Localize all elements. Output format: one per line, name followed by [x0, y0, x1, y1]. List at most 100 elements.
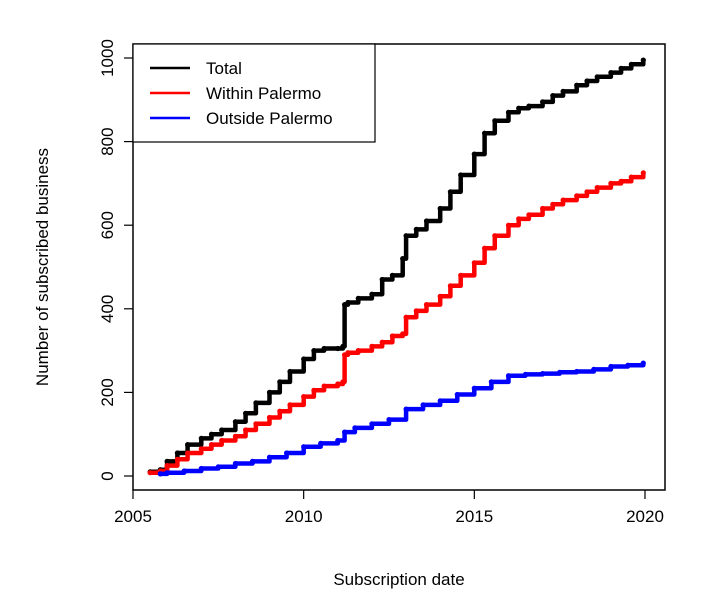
- data-point: [400, 256, 406, 262]
- data-point: [447, 283, 453, 289]
- ticks-layer: 2005 2010 2015 2020 0 200 400 600 800 1000: [98, 39, 664, 526]
- data-point: [198, 465, 204, 472]
- y-axis-title: Number of subscribed business: [33, 148, 52, 386]
- data-point: [174, 456, 180, 462]
- data-point: [345, 350, 351, 356]
- data-point: [618, 65, 624, 71]
- data-point: [181, 468, 187, 474]
- data-point: [560, 197, 566, 203]
- data-point: [420, 402, 426, 408]
- data-point: [287, 368, 293, 375]
- series-line: [147, 170, 646, 475]
- data-point: [301, 394, 307, 400]
- data-point: [232, 460, 238, 467]
- series-within-palermo: [147, 170, 646, 476]
- data-point: [340, 379, 346, 385]
- data-point: [335, 437, 341, 444]
- data-point: [253, 400, 259, 406]
- data-point: [147, 470, 153, 476]
- data-point: [403, 233, 409, 239]
- y-tick-label: 0: [98, 471, 117, 480]
- data-point: [321, 345, 327, 352]
- data-point: [243, 427, 249, 433]
- data-point: [342, 429, 348, 435]
- data-point: [492, 118, 498, 124]
- data-point: [198, 435, 204, 441]
- data-point: [437, 293, 443, 299]
- data-point: [164, 463, 170, 469]
- data-point: [471, 151, 477, 157]
- series-outside-palermo: [157, 360, 646, 477]
- data-point: [594, 185, 600, 191]
- data-point: [157, 471, 163, 477]
- data-point: [345, 299, 351, 306]
- data-point: [516, 216, 522, 222]
- data-point: [164, 470, 170, 476]
- data-point: [198, 446, 204, 452]
- y-tick-label: 800: [98, 127, 117, 155]
- data-point: [185, 442, 191, 448]
- data-point: [389, 333, 395, 339]
- data-point: [266, 414, 273, 421]
- data-point: [550, 201, 556, 207]
- data-point: [311, 387, 317, 393]
- data-point: [526, 103, 532, 109]
- data-point: [574, 82, 580, 88]
- data-point: [625, 362, 631, 368]
- data-point: [574, 368, 580, 375]
- data-point: [266, 454, 273, 460]
- data-point: [584, 78, 590, 84]
- data-point: [471, 385, 477, 391]
- data-point: [557, 369, 563, 375]
- data-point: [185, 450, 191, 456]
- data-point: [389, 272, 395, 278]
- x-tick-label: 2020: [626, 507, 664, 526]
- x-axis-title: Subscription date: [333, 570, 464, 589]
- data-point: [550, 93, 556, 99]
- data-point: [215, 464, 221, 470]
- data-point: [516, 105, 522, 111]
- data-point: [540, 371, 546, 377]
- data-point: [591, 366, 597, 372]
- data-point: [266, 389, 273, 395]
- data-point: [584, 189, 590, 195]
- legend: Total Within Palermo Outside Palermo: [132, 43, 376, 143]
- data-point: [423, 218, 430, 224]
- data-point: [526, 212, 532, 218]
- data-point: [232, 433, 238, 439]
- data-point: [492, 233, 498, 239]
- data-point: [628, 61, 634, 67]
- x-tick-label: 2010: [285, 507, 323, 526]
- data-point: [355, 348, 361, 354]
- data-point: [522, 371, 529, 377]
- y-tick-label: 1000: [98, 39, 117, 77]
- data-point: [423, 302, 430, 308]
- data-point: [454, 391, 460, 398]
- data-point: [488, 379, 494, 385]
- data-point: [386, 417, 392, 423]
- data-point: [540, 205, 546, 212]
- data-point: [164, 458, 170, 464]
- data-point: [403, 314, 409, 320]
- data-point: [318, 440, 324, 446]
- data-point: [253, 421, 259, 427]
- data-point: [560, 88, 566, 94]
- data-point: [540, 99, 546, 105]
- plot-frame: [132, 43, 666, 491]
- data-point: [640, 360, 646, 366]
- data-point: [574, 193, 580, 199]
- data-point: [413, 226, 419, 232]
- data-point: [640, 170, 646, 176]
- data-point: [232, 419, 238, 425]
- data-point: [594, 74, 600, 80]
- data-point: [301, 356, 307, 362]
- x-tick-label: 2015: [455, 507, 493, 526]
- data-point: [458, 172, 464, 178]
- data-point: [482, 245, 488, 251]
- data-point: [335, 345, 341, 352]
- data-point: [608, 70, 614, 76]
- data-point: [379, 339, 385, 345]
- data-point: [608, 363, 614, 370]
- y-tick-label: 200: [98, 378, 117, 406]
- data-point: [352, 425, 358, 431]
